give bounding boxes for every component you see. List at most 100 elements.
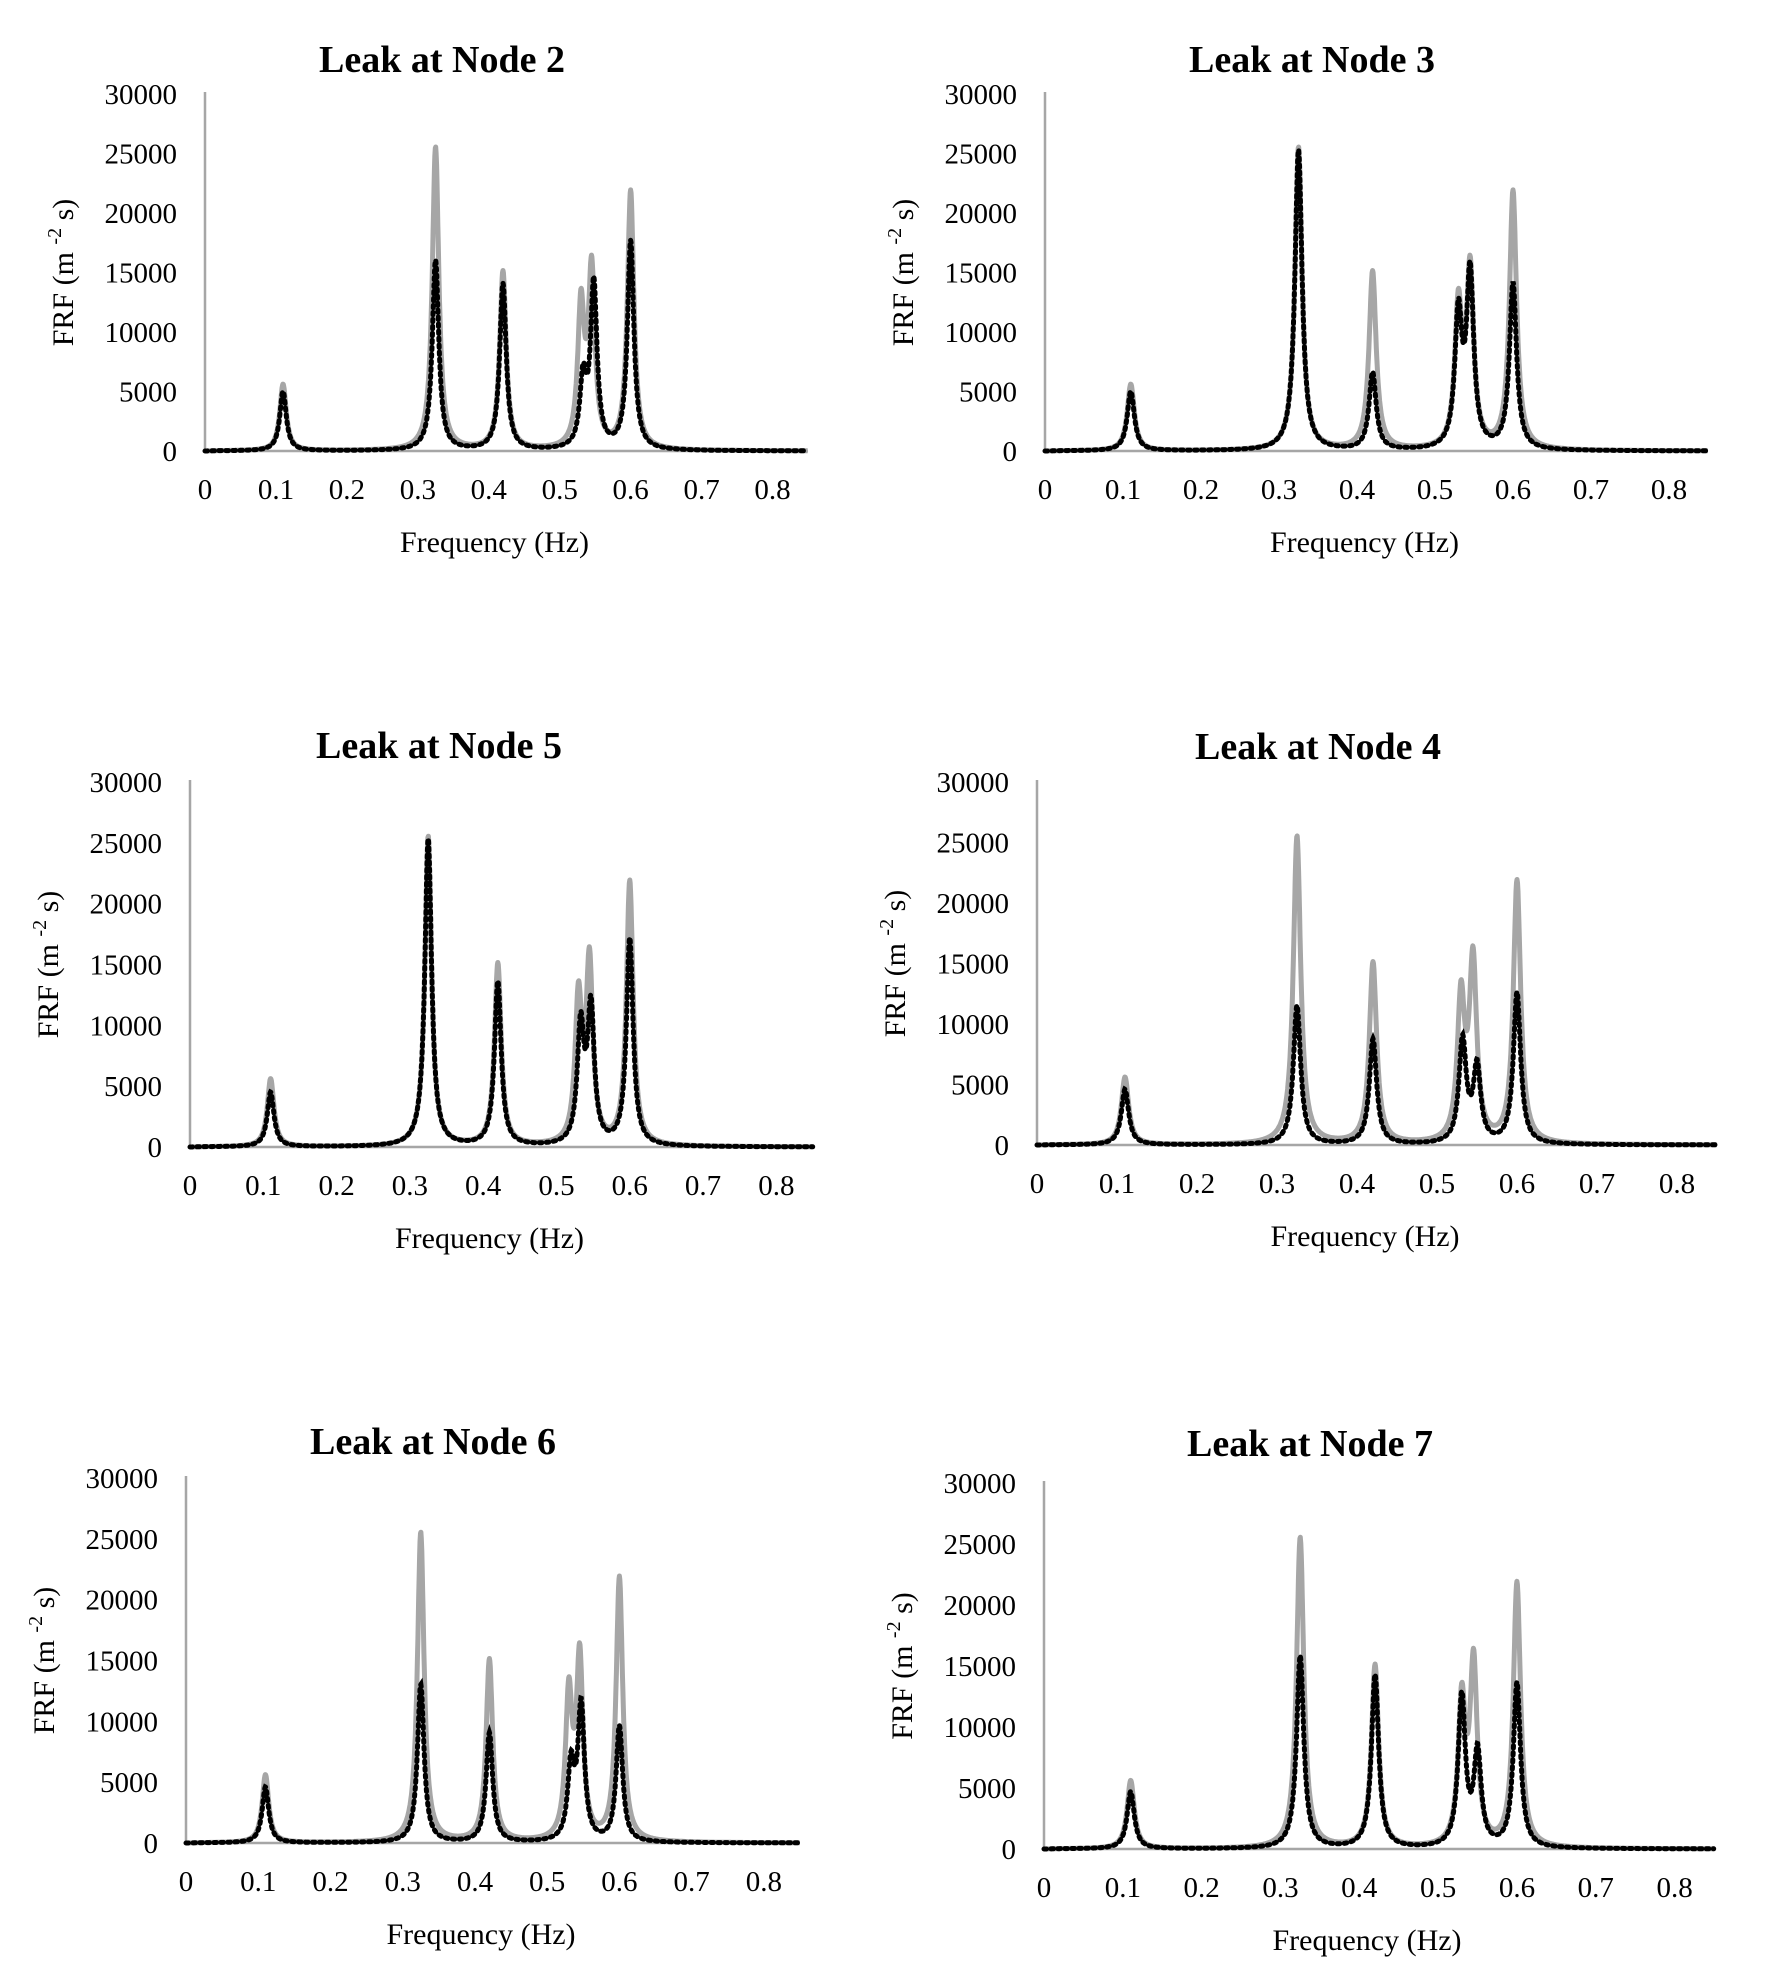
- x-axis-label: Frequency (Hz): [1272, 1924, 1461, 1957]
- x-tick-label: 0.6: [601, 1866, 637, 1898]
- y-tick-label: 30000: [945, 79, 1018, 111]
- y-axis-label: FRF (m -2 s): [29, 891, 65, 1039]
- y-tick-label: 0: [1003, 436, 1018, 468]
- y-tick-label: 25000: [86, 1524, 159, 1556]
- chart-title: Leak at Node 4: [1195, 726, 1441, 768]
- chart-title: Leak at Node 3: [1189, 39, 1435, 81]
- chart-title: Leak at Node 5: [316, 725, 562, 767]
- y-tick-label: 5000: [104, 1071, 162, 1103]
- x-tick-label: 0.7: [1573, 474, 1609, 506]
- y-axis-label: FRF (m -2 s): [44, 199, 80, 347]
- x-tick-label: 0.1: [1105, 474, 1141, 506]
- x-tick-label: 0.2: [1184, 1872, 1220, 1904]
- x-tick-label: 0: [183, 1170, 198, 1202]
- x-tick-label: 0.1: [240, 1866, 276, 1898]
- x-tick-label: 0.7: [683, 474, 719, 506]
- x-tick-label: 0.3: [1261, 474, 1297, 506]
- y-tick-label: 25000: [105, 139, 178, 171]
- x-tick-label: 0.8: [1651, 474, 1687, 506]
- x-tick-label: 0.7: [1578, 1872, 1614, 1904]
- x-tick-label: 0.8: [1659, 1168, 1695, 1200]
- y-tick-label: 15000: [937, 949, 1010, 981]
- leak-series-line: [1042, 148, 1711, 454]
- x-tick-label: 0.5: [529, 1866, 565, 1898]
- y-tick-label: 30000: [937, 767, 1010, 799]
- x-tick-label: 0.5: [1419, 1168, 1455, 1200]
- x-tick-label: 0.3: [1262, 1872, 1298, 1904]
- leak-series-line: [183, 1677, 803, 1846]
- x-tick-label: 0.4: [1339, 1168, 1376, 1200]
- x-tick-label: 0.8: [1656, 1872, 1692, 1904]
- y-tick-label: 15000: [945, 258, 1018, 290]
- x-tick-label: 0.6: [1495, 474, 1531, 506]
- y-tick-label: 15000: [944, 1651, 1017, 1683]
- chart-panel: Leak at Node 4 0 5000 10000 15000 20000 25000 3…: [876, 726, 1720, 1253]
- x-tick-label: 0.2: [1183, 474, 1219, 506]
- x-tick-label: 0.7: [685, 1170, 721, 1202]
- x-axis-label: Frequency (Hz): [400, 526, 589, 559]
- y-tick-label: 20000: [944, 1590, 1017, 1622]
- y-tick-label: 20000: [86, 1585, 159, 1617]
- x-tick-label: 0.2: [329, 474, 365, 506]
- x-tick-label: 0.3: [385, 1866, 421, 1898]
- y-axis-label: FRF (m -2 s): [25, 1587, 61, 1735]
- chart-title: Leak at Node 2: [319, 39, 565, 81]
- x-tick-label: 0.2: [1179, 1168, 1215, 1200]
- y-tick-label: 0: [995, 1130, 1010, 1162]
- leak-series-line: [1034, 982, 1720, 1148]
- chart-panel: Leak at Node 7 0 5000 10000 15000 20000 25000 3…: [883, 1423, 1717, 1957]
- x-tick-label: 0.3: [400, 474, 436, 506]
- y-tick-label: 10000: [86, 1706, 159, 1738]
- y-tick-label: 20000: [945, 198, 1018, 230]
- x-tick-label: 0: [1030, 1168, 1045, 1200]
- x-tick-label: 0.7: [1579, 1168, 1615, 1200]
- y-tick-label: 15000: [105, 258, 178, 290]
- y-tick-label: 10000: [937, 1009, 1010, 1041]
- x-tick-label: 0.5: [542, 474, 578, 506]
- y-tick-label: 30000: [105, 79, 178, 111]
- y-tick-label: 5000: [119, 377, 177, 409]
- x-tick-label: 0.7: [674, 1866, 710, 1898]
- y-tick-label: 15000: [90, 950, 163, 982]
- y-tick-label: 30000: [944, 1468, 1017, 1500]
- x-tick-label: 0: [198, 474, 213, 506]
- x-tick-label: 0: [1037, 1872, 1052, 1904]
- y-tick-label: 0: [1002, 1834, 1017, 1866]
- x-tick-label: 0.8: [746, 1866, 782, 1898]
- y-tick-label: 0: [163, 436, 178, 468]
- y-tick-label: 10000: [90, 1010, 163, 1042]
- y-tick-label: 25000: [945, 139, 1018, 171]
- x-tick-label: 0.6: [1499, 1872, 1535, 1904]
- chart-panel: Leak at Node 3 0 5000 10000 15000 20000 25000 3…: [884, 39, 1711, 559]
- x-tick-label: 0.4: [457, 1866, 494, 1898]
- x-tick-label: 0.4: [1339, 474, 1376, 506]
- x-tick-label: 0: [1038, 474, 1053, 506]
- y-tick-label: 10000: [945, 317, 1018, 349]
- x-tick-label: 0.1: [258, 474, 294, 506]
- y-tick-label: 20000: [90, 889, 163, 921]
- x-axis-label: Frequency (Hz): [395, 1222, 584, 1255]
- x-tick-label: 0.6: [612, 1170, 648, 1202]
- x-tick-label: 0.8: [754, 474, 790, 506]
- chart-title: Leak at Node 7: [1187, 1423, 1433, 1465]
- chart-panel: Leak at Node 5 0 5000 10000 15000 20000 25000 3…: [29, 725, 816, 1255]
- y-tick-label: 15000: [86, 1646, 159, 1678]
- x-tick-label: 0: [179, 1866, 194, 1898]
- x-tick-label: 0.6: [1499, 1168, 1535, 1200]
- x-tick-label: 0.4: [1341, 1872, 1378, 1904]
- y-tick-label: 20000: [105, 198, 178, 230]
- chart-panel: Leak at Node 6 0 5000 10000 15000 20000 25000 3…: [25, 1421, 803, 1951]
- leak-series-line: [187, 837, 816, 1150]
- y-axis-label: FRF (m -2 s): [883, 1592, 919, 1740]
- y-tick-label: 5000: [958, 1773, 1016, 1805]
- x-tick-label: 0.3: [1259, 1168, 1295, 1200]
- y-tick-label: 20000: [937, 888, 1010, 920]
- x-tick-label: 0.3: [392, 1170, 428, 1202]
- x-tick-label: 0.5: [1417, 474, 1453, 506]
- x-tick-label: 0.4: [465, 1170, 502, 1202]
- leak-series-line: [202, 239, 811, 454]
- y-tick-label: 5000: [951, 1070, 1009, 1102]
- x-axis-label: Frequency (Hz): [386, 1918, 575, 1951]
- y-tick-label: 25000: [944, 1529, 1017, 1561]
